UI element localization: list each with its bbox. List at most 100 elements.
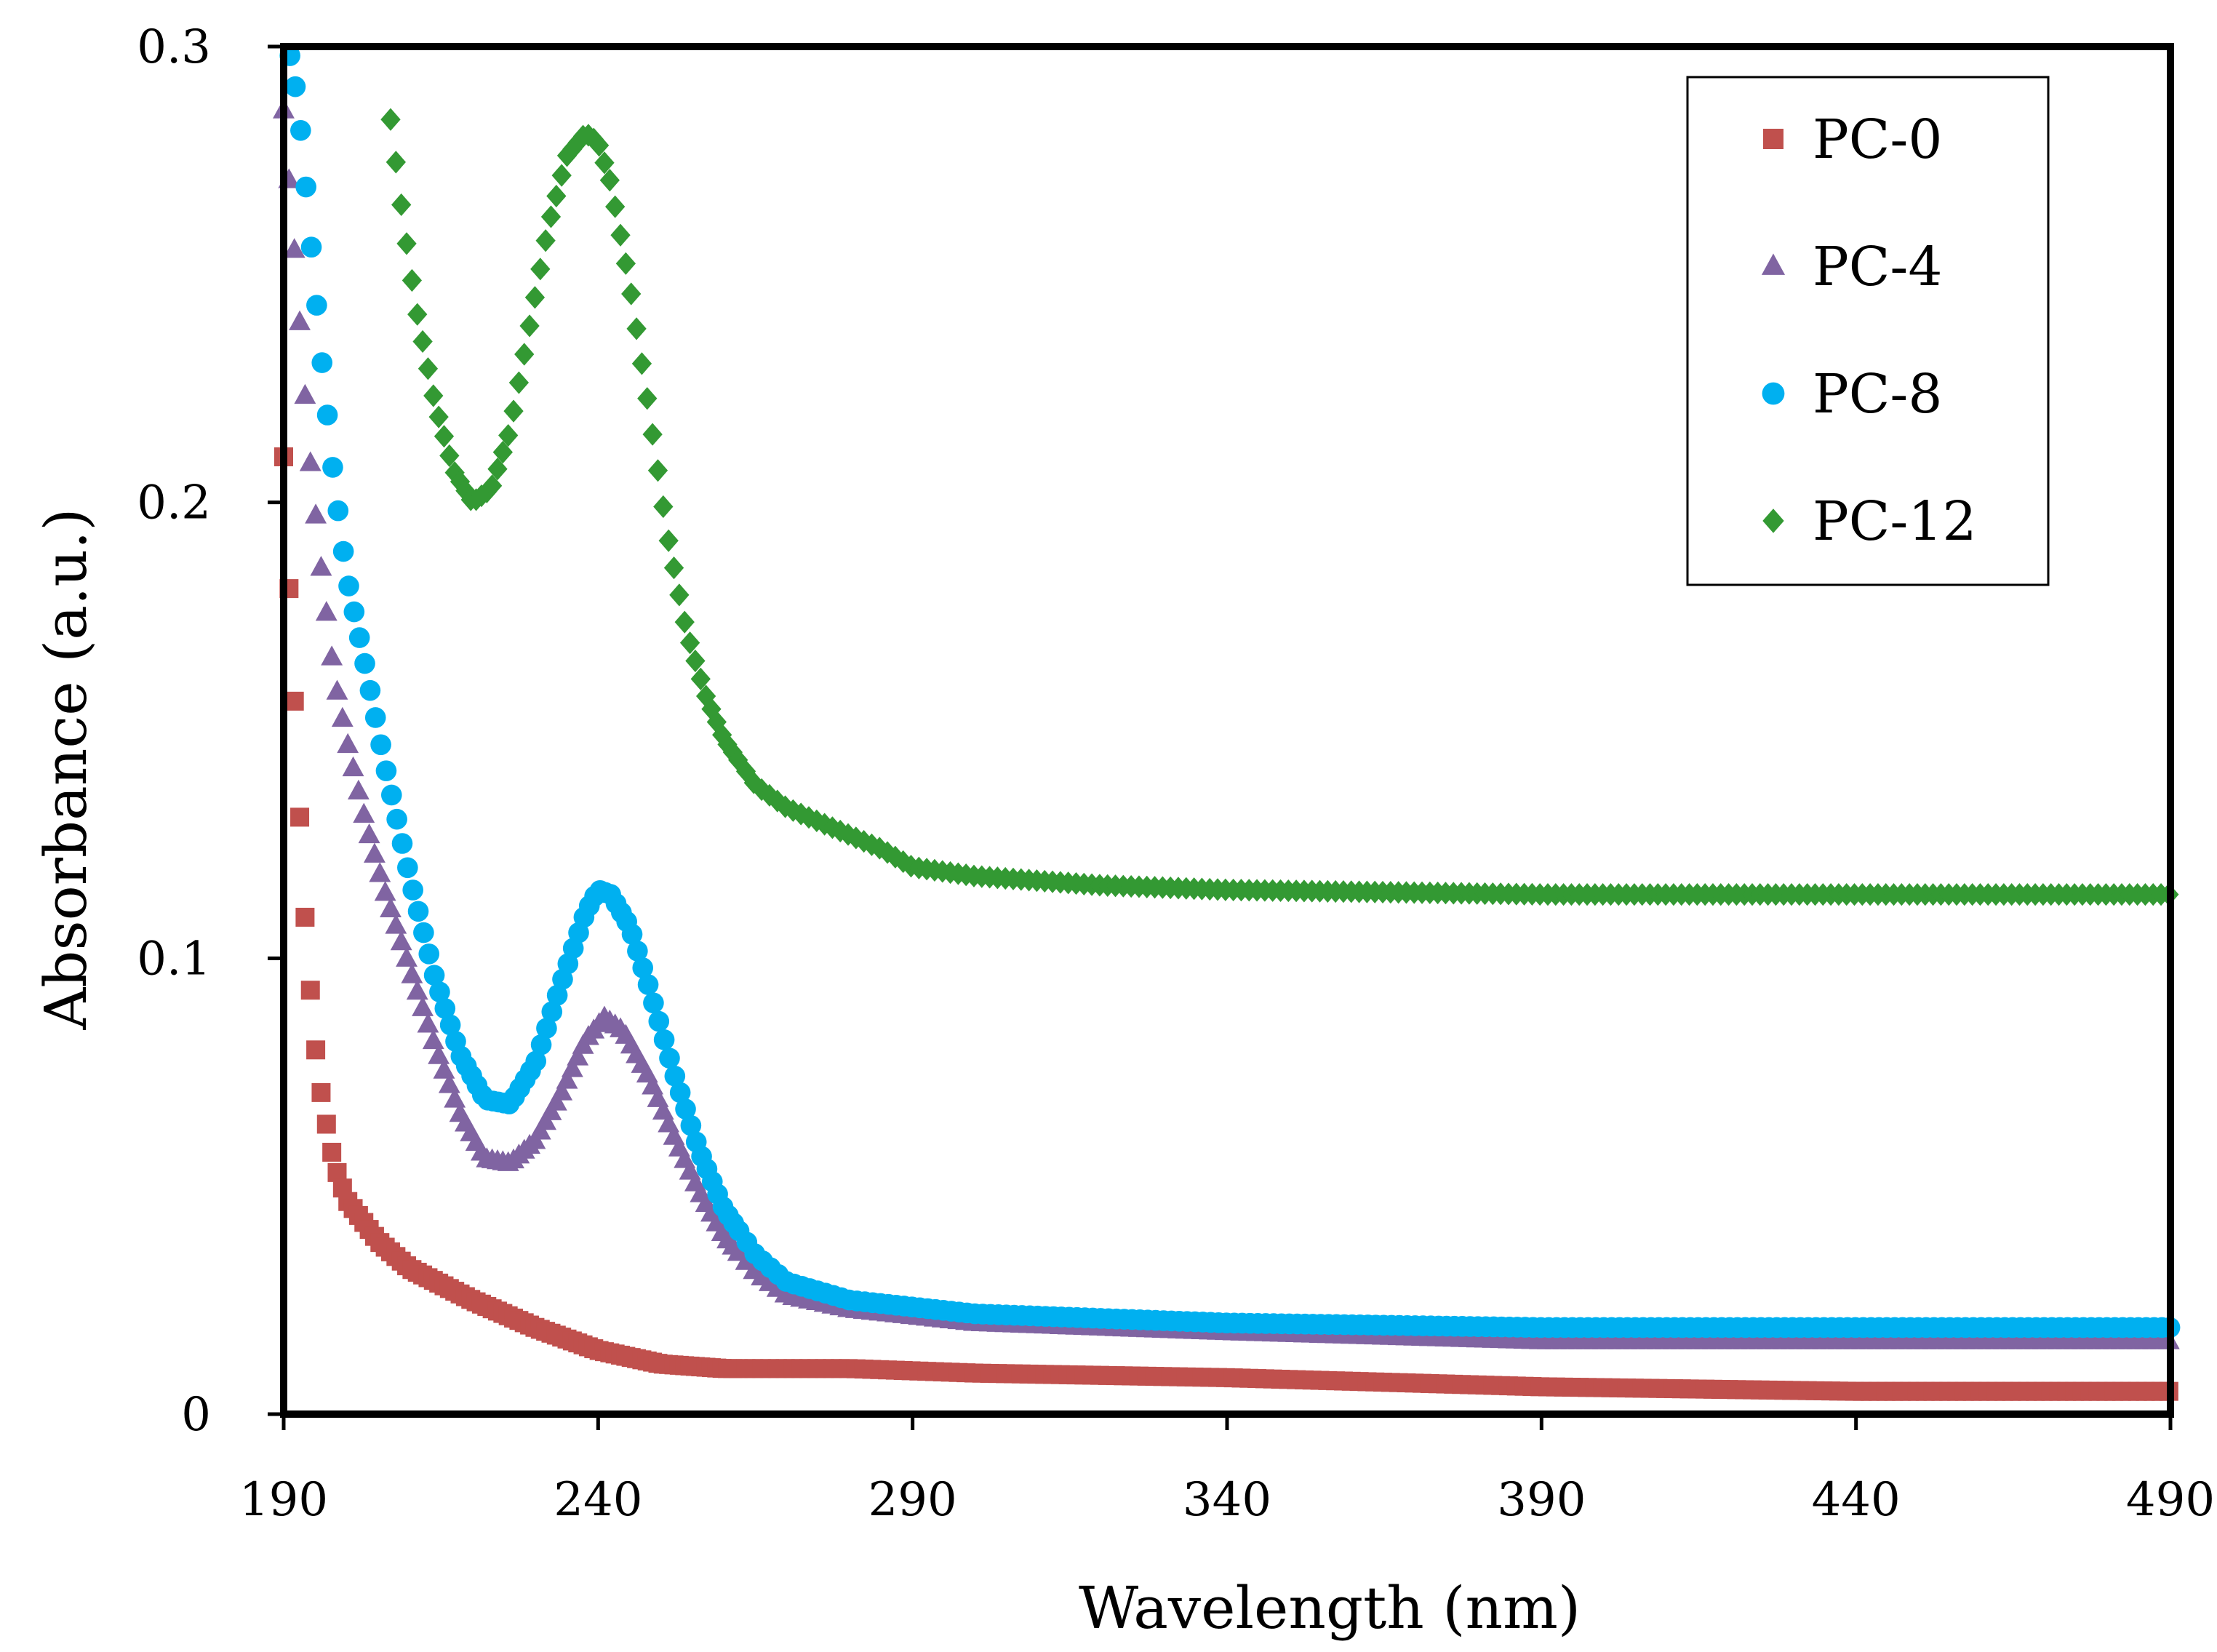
- data-point-pc-12: [685, 649, 706, 673]
- data-point-pc-12: [783, 799, 804, 822]
- legend-label: PC-0: [1813, 108, 1943, 171]
- data-point-pc-4: [347, 779, 370, 800]
- data-point-pc-4: [305, 503, 327, 524]
- data-point-pc-12: [418, 357, 439, 380]
- data-point-pc-12: [407, 303, 428, 326]
- legend-box: [1686, 76, 2050, 586]
- data-point-pc-12: [663, 556, 684, 580]
- data-point-pc-0: [306, 1040, 326, 1060]
- data-point-pc-12: [423, 384, 444, 407]
- data-point-pc-12: [791, 802, 811, 826]
- data-point-pc-12: [626, 317, 647, 340]
- data-point-pc-4: [385, 914, 407, 934]
- series-pc-12: [380, 108, 2179, 906]
- data-point-pc-4: [561, 1057, 583, 1077]
- data-marks: [273, 45, 2181, 1401]
- legend-label: PC-12: [1813, 490, 1977, 553]
- data-point-pc-12: [690, 667, 711, 690]
- data-point-pc-0: [316, 1114, 336, 1134]
- x-tick-label: 390: [1497, 1473, 1586, 1527]
- data-point-pc-0: [295, 907, 315, 927]
- data-point-pc-12: [743, 771, 764, 794]
- data-point-pc-8: [316, 404, 338, 426]
- x-tick-label: 190: [239, 1473, 328, 1527]
- data-point-pc-8: [397, 857, 418, 879]
- data-point-pc-8: [306, 295, 327, 316]
- data-point-pc-8: [375, 760, 397, 781]
- y-tick-label: 0.1: [137, 932, 211, 986]
- data-point-pc-12: [487, 458, 508, 481]
- data-point-pc-8: [354, 653, 375, 674]
- data-point-pc-8: [322, 457, 343, 478]
- data-point-pc-8: [675, 1098, 696, 1120]
- data-point-pc-8: [332, 540, 354, 562]
- data-point-pc-12: [631, 352, 652, 375]
- data-point-pc-12: [885, 845, 906, 869]
- data-point-pc-8: [541, 1001, 563, 1023]
- data-point-pc-12: [605, 195, 626, 218]
- data-point-pc-12: [615, 252, 636, 275]
- data-point-pc-12: [396, 232, 417, 255]
- data-point-pc-12: [524, 286, 546, 309]
- data-point-pc-8: [284, 76, 306, 97]
- data-point-pc-12: [391, 193, 412, 217]
- series-pc-8: [279, 45, 2181, 1338]
- data-point-pc-12: [540, 205, 562, 228]
- data-point-pc-12: [434, 425, 455, 448]
- data-point-pc-8: [418, 943, 440, 965]
- data-point-pc-8: [348, 627, 370, 648]
- data-point-pc-12: [530, 258, 551, 281]
- data-point-pc-4: [551, 1080, 573, 1101]
- data-point-pc-12: [492, 441, 513, 464]
- data-point-pc-8: [653, 1029, 675, 1050]
- data-point-pc-8: [621, 924, 643, 945]
- data-point-pc-8: [439, 1014, 461, 1036]
- data-point-pc-12: [482, 474, 503, 498]
- series-pc-0: [274, 447, 2178, 1401]
- data-point-pc-4: [321, 645, 343, 666]
- legend-label: PC-8: [1813, 363, 1943, 426]
- data-point-pc-4: [331, 706, 353, 727]
- data-point-pc-8: [530, 1034, 552, 1056]
- data-point-pc-4: [380, 897, 402, 918]
- data-point-pc-12: [637, 387, 658, 410]
- data-point-pc-12: [679, 631, 700, 655]
- data-point-pc-12: [669, 583, 690, 607]
- data-point-pc-4: [422, 1029, 444, 1050]
- data-point-pc-12: [412, 330, 433, 354]
- data-point-pc-12: [546, 184, 567, 208]
- x-tick-label: 440: [1812, 1473, 1901, 1527]
- data-point-pc-12: [444, 461, 465, 484]
- data-point-pc-8: [434, 998, 456, 1019]
- data-point-pc-4: [299, 451, 321, 471]
- data-point-pc-12: [610, 223, 631, 247]
- data-point-pc-4: [326, 679, 348, 700]
- data-point-pc-12: [498, 423, 519, 447]
- data-point-pc-12: [751, 778, 772, 802]
- data-point-pc-12: [455, 479, 476, 503]
- data-point-pc-4: [289, 310, 311, 330]
- legend: PC-0 PC-4 PC-8 PC-12: [1686, 76, 2050, 586]
- data-point-pc-4: [545, 1090, 567, 1111]
- data-point-pc-8: [380, 784, 402, 806]
- data-point-pc-8: [648, 1010, 670, 1032]
- data-point-pc-8: [413, 922, 434, 943]
- data-point-pc-8: [546, 984, 568, 1006]
- data-point-pc-8: [300, 236, 322, 258]
- data-point-pc-0: [300, 981, 320, 1000]
- data-point-pc-8: [402, 879, 423, 901]
- legend-item-pc-0: PC-0: [1763, 108, 1943, 171]
- data-point-pc-8: [429, 981, 450, 1003]
- data-point-pc-4: [294, 383, 316, 404]
- legend-item-pc-4: PC-4: [1761, 236, 1943, 298]
- data-point-pc-12: [599, 169, 620, 192]
- data-point-pc-4: [315, 601, 337, 621]
- data-point-pc-12: [428, 405, 449, 428]
- data-point-pc-12: [658, 529, 679, 552]
- data-point-pc-12: [551, 164, 572, 187]
- data-point-pc-8: [343, 601, 365, 623]
- data-point-pc-8: [536, 1018, 557, 1039]
- data-point-pc-4: [342, 756, 364, 777]
